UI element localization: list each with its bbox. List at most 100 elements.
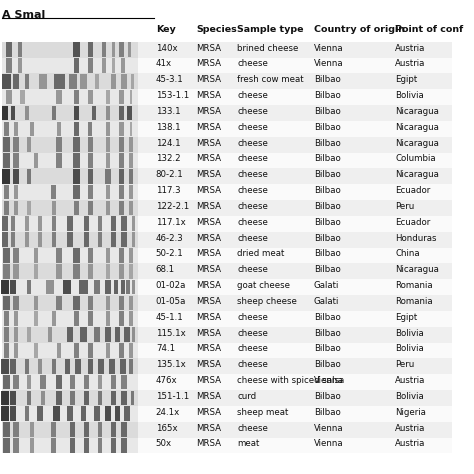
- Bar: [14, 121, 18, 136]
- Bar: [106, 311, 110, 326]
- Text: cheese: cheese: [237, 91, 268, 100]
- Bar: [83, 375, 89, 389]
- Bar: [4, 121, 9, 136]
- Text: Peru: Peru: [395, 360, 414, 369]
- Bar: [83, 232, 89, 247]
- Bar: [1, 280, 9, 294]
- Text: Nicaragua: Nicaragua: [395, 138, 439, 147]
- Bar: [3, 422, 9, 437]
- Bar: [10, 280, 16, 294]
- Bar: [74, 343, 80, 358]
- Text: sheep cheese: sheep cheese: [237, 297, 297, 306]
- Bar: [80, 280, 88, 294]
- Bar: [119, 106, 124, 120]
- Text: Sample type: Sample type: [237, 25, 304, 34]
- Bar: [129, 248, 133, 263]
- Bar: [119, 248, 124, 263]
- Bar: [105, 328, 110, 342]
- Bar: [13, 137, 18, 152]
- Bar: [129, 359, 133, 374]
- Bar: [81, 407, 86, 421]
- Bar: [119, 296, 124, 310]
- Text: MRSA: MRSA: [197, 281, 221, 290]
- Bar: [132, 217, 135, 231]
- Bar: [11, 232, 15, 247]
- Bar: [2, 169, 10, 183]
- Text: cheese: cheese: [237, 313, 268, 322]
- Bar: [2, 390, 138, 406]
- Bar: [138, 121, 452, 137]
- Text: cheese: cheese: [237, 234, 268, 243]
- Bar: [6, 58, 12, 73]
- Bar: [119, 185, 124, 200]
- Text: Bilbao: Bilbao: [314, 155, 341, 164]
- Bar: [2, 422, 138, 438]
- Bar: [4, 311, 9, 326]
- Bar: [129, 90, 132, 104]
- Bar: [124, 407, 129, 421]
- Bar: [30, 438, 34, 453]
- Bar: [88, 185, 93, 200]
- Bar: [56, 248, 62, 263]
- Bar: [92, 106, 96, 120]
- Bar: [2, 168, 138, 184]
- Text: Ecuador: Ecuador: [395, 218, 430, 227]
- Bar: [34, 343, 38, 358]
- Bar: [106, 201, 110, 215]
- Bar: [138, 89, 452, 105]
- Bar: [74, 121, 80, 136]
- Bar: [127, 106, 132, 120]
- Bar: [129, 296, 133, 310]
- Text: Bilbao: Bilbao: [314, 249, 341, 258]
- Bar: [18, 42, 22, 57]
- Bar: [2, 57, 138, 73]
- Text: Austria: Austria: [395, 376, 426, 385]
- Bar: [138, 73, 452, 89]
- Text: 138.1: 138.1: [156, 123, 181, 132]
- Bar: [14, 343, 18, 358]
- Text: MRSA: MRSA: [197, 313, 221, 322]
- Bar: [38, 217, 42, 231]
- Bar: [56, 391, 62, 405]
- Bar: [88, 248, 93, 263]
- Bar: [138, 358, 452, 374]
- Text: MRSA: MRSA: [197, 439, 221, 448]
- Bar: [67, 217, 73, 231]
- Text: cheese: cheese: [237, 328, 268, 337]
- Bar: [27, 391, 31, 405]
- Text: Bilbao: Bilbao: [314, 75, 341, 84]
- Bar: [75, 359, 81, 374]
- Bar: [138, 264, 452, 279]
- Bar: [25, 74, 29, 89]
- Bar: [106, 137, 110, 152]
- Bar: [138, 184, 452, 200]
- Text: sheep meat: sheep meat: [237, 408, 289, 417]
- Text: MRSA: MRSA: [197, 249, 221, 258]
- Text: Egipt: Egipt: [395, 313, 418, 322]
- Text: Nicaragua: Nicaragua: [395, 123, 439, 132]
- Bar: [2, 358, 138, 374]
- Text: 24.1x: 24.1x: [156, 408, 180, 417]
- Text: Bilbao: Bilbao: [314, 313, 341, 322]
- Text: 140x: 140x: [156, 44, 177, 53]
- Bar: [138, 57, 452, 73]
- Bar: [132, 328, 135, 342]
- Text: China: China: [395, 249, 420, 258]
- Bar: [73, 185, 80, 200]
- Bar: [2, 89, 138, 105]
- Bar: [1, 407, 9, 421]
- Text: cheese: cheese: [237, 265, 268, 274]
- Text: cheese: cheese: [237, 360, 268, 369]
- Bar: [80, 74, 87, 89]
- Text: 133.1: 133.1: [156, 107, 181, 116]
- Bar: [14, 328, 18, 342]
- Bar: [138, 168, 452, 184]
- Text: 117.3: 117.3: [156, 186, 181, 195]
- Text: Bilbao: Bilbao: [314, 218, 341, 227]
- Bar: [56, 375, 62, 389]
- Text: cheese with spiced salsa: cheese with spiced salsa: [237, 376, 345, 385]
- Bar: [119, 90, 124, 104]
- Text: cheese: cheese: [237, 59, 268, 68]
- Bar: [102, 58, 106, 73]
- Bar: [115, 328, 120, 342]
